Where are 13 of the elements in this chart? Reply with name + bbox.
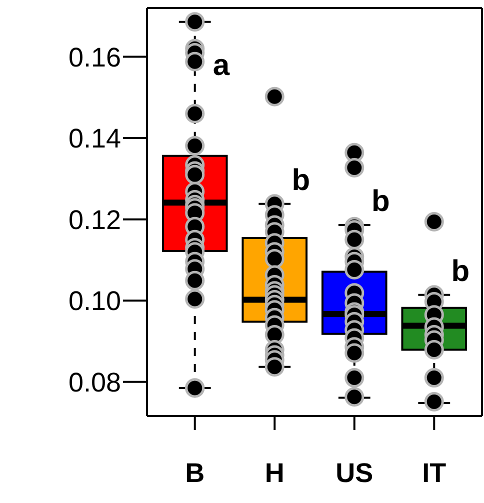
annotation: a xyxy=(212,49,230,82)
annotation: b xyxy=(372,185,390,218)
x-tick-label: H xyxy=(264,458,284,488)
y-tick-label: 0.08 xyxy=(68,367,121,398)
y-tick-label: 0.12 xyxy=(68,204,121,235)
x-tick-label: US xyxy=(336,458,374,488)
annotation: b xyxy=(451,254,470,288)
y-tick-label: 0.16 xyxy=(68,42,121,72)
annotation: b xyxy=(292,164,310,197)
y-tick-label: 0.14 xyxy=(68,124,121,154)
x-tick-label: B xyxy=(185,458,205,488)
x-tick-label: IT xyxy=(422,458,447,488)
y-tick-label: 0.10 xyxy=(68,286,121,316)
